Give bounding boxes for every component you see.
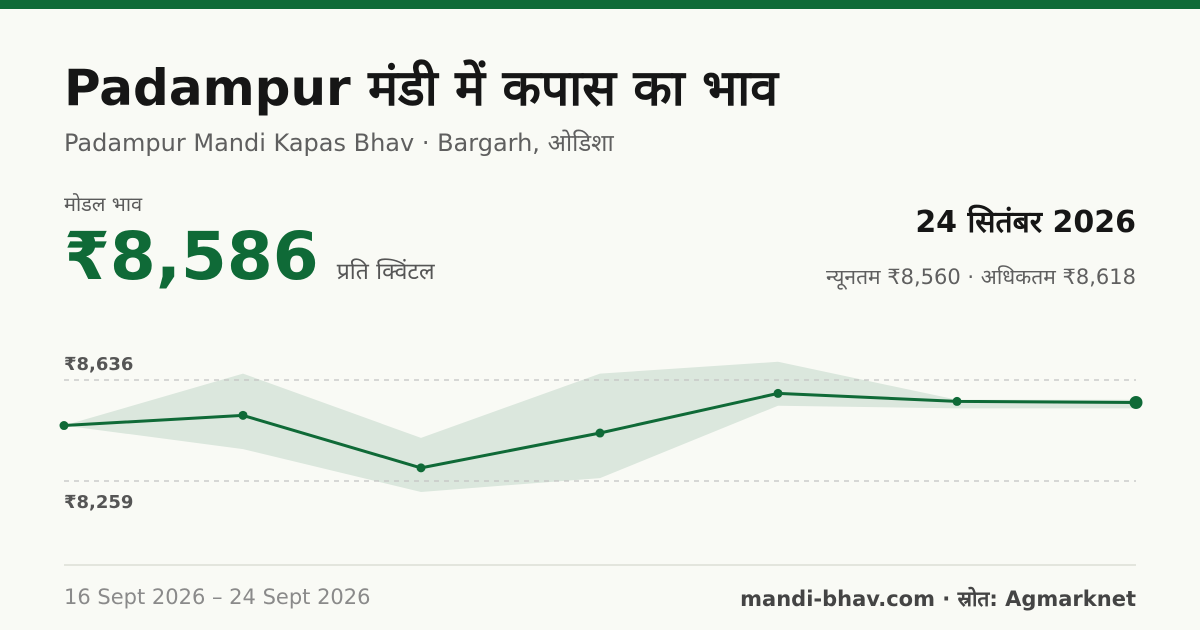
data-point [59,421,69,431]
data-point [416,463,426,473]
reference-line-label: ₹8,259 [64,492,133,513]
top-accent-bar [0,0,1200,9]
modal-price-row: ₹8,586 प्रति क्विंटल [64,224,435,290]
footer-source: mandi-bhav.com · स्रोत: Agmarknet [740,587,1136,611]
page-title: Padampur मंडी में कपास का भाव [64,59,779,117]
data-point [773,388,783,398]
min-max-band [64,361,1136,492]
data-point [952,396,962,406]
modal-price-label: मोडल भाव [64,192,143,216]
modal-price-value: ₹8,586 [64,218,319,295]
data-point [595,428,605,438]
page-subtitle: Padampur Mandi Kapas Bhav · Bargarh, ओडि… [64,129,614,157]
footer-date-range: 16 Sept 2026 – 24 Sept 2026 [64,585,371,609]
data-point [238,410,248,420]
price-range: न्यूनतम ₹8,560 · अधिकतम ₹8,618 [826,265,1136,289]
latest-data-point [1129,396,1143,410]
footer-divider [64,564,1136,566]
reference-line-label: ₹8,636 [64,354,133,375]
price-unit: प्रति क्विंटल [336,259,435,285]
price-date: 24 सितंबर 2026 [915,205,1136,240]
